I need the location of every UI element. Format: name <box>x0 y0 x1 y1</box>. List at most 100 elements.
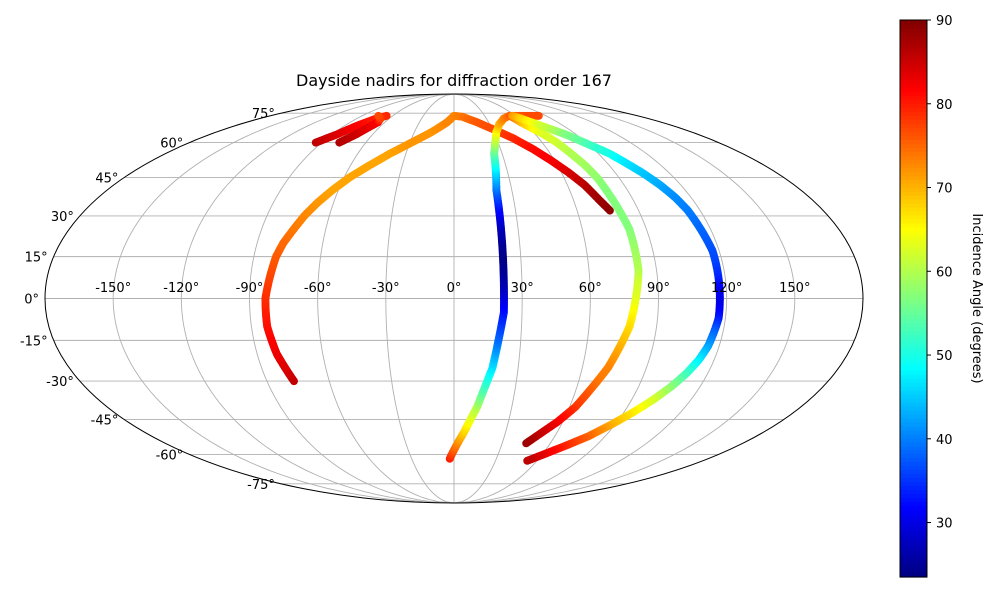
colorbar-segment <box>900 358 927 363</box>
colorbar-segment <box>900 489 927 495</box>
colorbar-segment <box>900 262 927 268</box>
colorbar-segment <box>900 290 927 296</box>
data-point <box>374 111 383 120</box>
colorbar-segment <box>900 143 927 148</box>
colorbar-segment <box>900 513 927 518</box>
colorbar-segment <box>900 35 927 41</box>
colorbar-segment <box>900 95 927 101</box>
colorbar-segment <box>900 175 927 180</box>
colorbar-segment <box>900 390 927 395</box>
colorbar-segment <box>900 405 927 411</box>
colorbar-segment <box>900 310 927 316</box>
colorbar-segment <box>900 31 927 37</box>
y-tick-label: 60° <box>160 137 183 152</box>
x-tick-labels: -150° -120° -90° -60° -30° 0° 30° 60° 90° 120° 150… <box>95 281 810 296</box>
colorbar-segment <box>900 437 927 443</box>
colorbar-segment <box>900 481 927 487</box>
colorbar-label: Incidence Angle (degrees) <box>969 213 984 383</box>
colorbar-segment <box>900 421 927 427</box>
colorbar-segment <box>900 127 927 132</box>
colorbar-segment <box>900 330 927 335</box>
data-points <box>261 111 724 465</box>
colorbar-segment <box>900 366 927 371</box>
colorbar-segment <box>900 553 927 558</box>
colorbar-segment <box>900 497 927 503</box>
colorbar-segment <box>900 493 927 499</box>
colorbar-segment <box>900 191 927 196</box>
colorbar-segment <box>900 485 927 491</box>
colorbar-segment <box>900 131 927 136</box>
colorbar-segment <box>900 561 927 566</box>
colorbar-segment <box>900 203 927 208</box>
colorbar-segment <box>900 501 927 506</box>
colorbar-segment <box>900 59 927 65</box>
colorbar-segment <box>900 51 927 57</box>
colorbar-tick-label: 50 <box>936 349 953 364</box>
colorbar-segment <box>900 99 927 105</box>
colorbar-segment <box>900 278 927 284</box>
chart-title: Dayside nadirs for diffraction order 167 <box>296 71 612 90</box>
colorbar-segment <box>900 413 927 419</box>
colorbar-segment <box>900 429 927 435</box>
colorbar-segment <box>900 47 927 53</box>
colorbar-segment <box>900 401 927 407</box>
colorbar-segment <box>900 135 927 140</box>
colorbar-segment <box>900 294 927 300</box>
y-tick-label: 45° <box>95 171 118 186</box>
colorbar-segment <box>900 417 927 423</box>
colorbar-segment <box>900 397 927 403</box>
data-point <box>523 456 532 465</box>
x-tick-label: 150° <box>779 281 810 296</box>
colorbar-frame <box>899 19 928 578</box>
colorbar-segment <box>900 469 927 475</box>
x-tick-label: 30° <box>511 281 534 296</box>
colorbar-segment <box>900 111 927 117</box>
colorbar-segment <box>900 63 927 69</box>
colorbar-segment <box>900 167 927 172</box>
colorbar-segment <box>900 139 927 144</box>
x-tick-label: -90° <box>236 281 264 296</box>
colorbar-segment <box>900 75 927 81</box>
colorbar-segment <box>900 234 927 240</box>
colorbar-segment <box>900 302 927 308</box>
x-tick-label: 0° <box>447 281 462 296</box>
colorbar-segment <box>900 39 927 45</box>
colorbar-segment <box>900 79 927 85</box>
colorbar-segment <box>900 465 927 471</box>
colorbar-segment <box>900 370 927 375</box>
y-tick-label: 30° <box>51 210 74 225</box>
colorbar-segment <box>900 549 927 554</box>
colorbar-segment <box>900 378 927 383</box>
colorbar-segment <box>900 179 927 184</box>
x-tick-label: -150° <box>95 281 131 296</box>
colorbar-segment <box>900 254 927 260</box>
colorbar-segment <box>900 222 927 228</box>
colorbar-segment <box>900 266 927 272</box>
colorbar-segment <box>900 342 927 347</box>
x-tick-label: 120° <box>711 281 742 296</box>
colorbar-segment <box>900 206 927 212</box>
colorbar-segment <box>900 545 927 550</box>
colorbar-segment <box>900 71 927 77</box>
colorbar-segment <box>900 20 927 25</box>
colorbar-segment <box>900 314 927 319</box>
colorbar-segment <box>900 473 927 479</box>
colorbar-segment <box>900 258 927 264</box>
colorbar-tick-label: 30 <box>936 517 953 532</box>
x-tick-label: 60° <box>579 281 602 296</box>
colorbar-segment <box>900 521 927 526</box>
colorbar-segment <box>900 441 927 447</box>
colorbar-tick-label: 40 <box>936 433 953 448</box>
colorbar-segment <box>900 250 927 256</box>
colorbar-segment <box>900 557 927 562</box>
grid-lines <box>45 94 863 503</box>
colorbar-segment <box>900 509 927 514</box>
colorbar-segment <box>900 199 927 204</box>
colorbar-segment <box>900 425 927 431</box>
colorbar-tick-label: 80 <box>936 98 953 113</box>
y-tick-label: -15° <box>20 334 48 349</box>
x-tick-label: -120° <box>163 281 199 296</box>
colorbar-ticks: 30 40 50 60 70 80 90 <box>927 14 953 532</box>
colorbar-segment <box>900 306 927 312</box>
colorbar-segment <box>900 298 927 304</box>
